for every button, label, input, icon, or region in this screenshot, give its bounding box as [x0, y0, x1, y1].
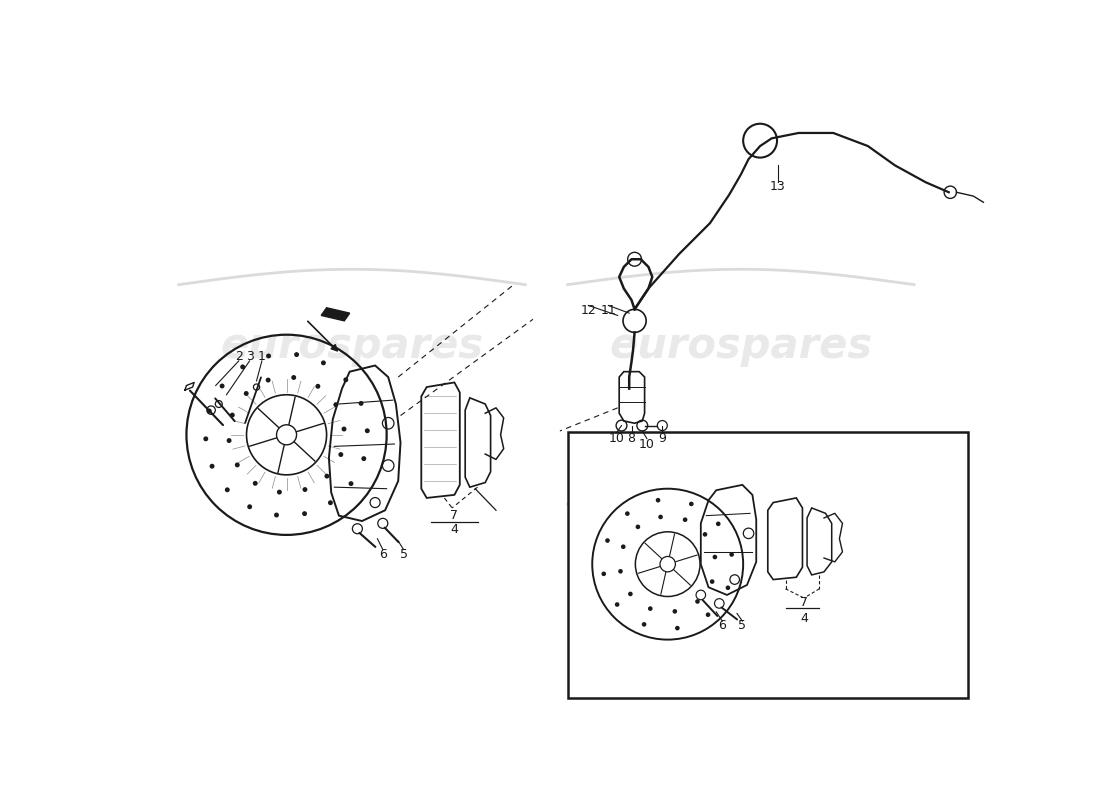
Circle shape [204, 436, 208, 442]
Circle shape [602, 571, 606, 576]
Circle shape [343, 378, 349, 382]
Circle shape [625, 511, 629, 516]
Circle shape [349, 481, 353, 486]
Text: eurospares: eurospares [220, 326, 484, 367]
Circle shape [359, 401, 363, 406]
Circle shape [683, 518, 688, 522]
Circle shape [324, 474, 329, 478]
Circle shape [641, 622, 647, 626]
Text: 10: 10 [639, 438, 654, 450]
Circle shape [244, 391, 249, 396]
Text: 6: 6 [718, 619, 726, 632]
Text: 10: 10 [608, 432, 624, 445]
Circle shape [230, 413, 234, 418]
Circle shape [277, 490, 282, 494]
Circle shape [248, 504, 252, 510]
Text: 2: 2 [235, 350, 243, 362]
Text: 1: 1 [258, 350, 266, 362]
Text: 6: 6 [378, 548, 387, 561]
Circle shape [729, 552, 734, 557]
Circle shape [292, 375, 296, 380]
Circle shape [274, 513, 279, 518]
FancyBboxPatch shape [568, 433, 968, 698]
Circle shape [316, 384, 320, 389]
Circle shape [365, 428, 370, 434]
Text: 4: 4 [451, 523, 459, 536]
Circle shape [321, 360, 326, 366]
Text: 9: 9 [659, 432, 667, 445]
Circle shape [266, 378, 271, 382]
Circle shape [636, 525, 640, 529]
Circle shape [620, 545, 626, 549]
Circle shape [227, 438, 232, 443]
Circle shape [675, 626, 680, 630]
Circle shape [333, 402, 339, 407]
Text: 7: 7 [800, 596, 808, 609]
Circle shape [713, 554, 717, 559]
Text: eurospares: eurospares [609, 326, 872, 367]
Circle shape [253, 481, 257, 486]
Text: eurospares: eurospares [627, 553, 855, 586]
Circle shape [220, 383, 224, 389]
Circle shape [294, 352, 299, 357]
Circle shape [240, 365, 245, 370]
Circle shape [703, 532, 707, 537]
Circle shape [726, 586, 730, 590]
Text: 7: 7 [450, 509, 459, 522]
Circle shape [615, 602, 619, 607]
Circle shape [658, 514, 663, 519]
Circle shape [618, 569, 623, 574]
Text: 13: 13 [770, 180, 785, 194]
Circle shape [207, 409, 212, 414]
Circle shape [656, 498, 660, 502]
Circle shape [648, 606, 652, 611]
Circle shape [341, 426, 346, 431]
Text: 11: 11 [601, 303, 616, 317]
Circle shape [695, 599, 700, 604]
Text: 4: 4 [800, 611, 807, 625]
Circle shape [302, 487, 307, 492]
Circle shape [706, 613, 711, 617]
Circle shape [605, 538, 609, 543]
Circle shape [672, 609, 678, 614]
Circle shape [361, 456, 366, 461]
Circle shape [266, 354, 271, 358]
Text: 5: 5 [399, 548, 408, 561]
Text: 12: 12 [581, 303, 596, 317]
Circle shape [710, 579, 715, 584]
Circle shape [302, 511, 307, 516]
Text: 8: 8 [627, 432, 636, 445]
Circle shape [210, 464, 214, 469]
Text: 5: 5 [738, 619, 747, 632]
Circle shape [234, 462, 240, 467]
Circle shape [716, 522, 720, 526]
Circle shape [328, 500, 333, 505]
Circle shape [224, 487, 230, 492]
Circle shape [689, 502, 694, 506]
Text: 3: 3 [245, 350, 253, 362]
Circle shape [339, 452, 343, 457]
Circle shape [628, 592, 632, 596]
Polygon shape [321, 308, 350, 321]
